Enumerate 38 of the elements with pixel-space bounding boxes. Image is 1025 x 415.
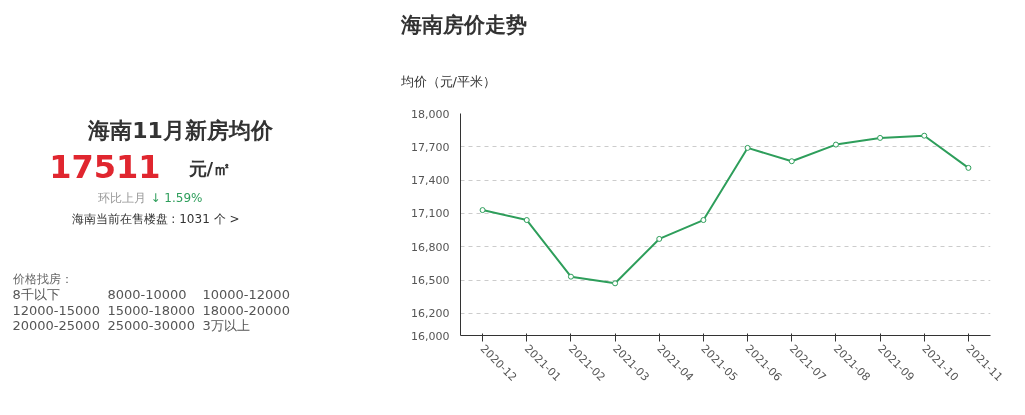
- y-tick-label: 16,000: [411, 329, 450, 343]
- point: [832, 141, 839, 148]
- y-tick-label: 16,200: [411, 307, 450, 321]
- point: [612, 280, 619, 287]
- y-tick-label: 16,800: [411, 240, 450, 254]
- text: 17511: [49, 147, 161, 186]
- point: [567, 273, 574, 280]
- text: 25000-30000: [107, 318, 195, 334]
- y-tick-label: 17,100: [411, 207, 450, 221]
- text: 8千以下: [12, 286, 60, 302]
- text: 20000-25000: [12, 318, 100, 334]
- point: [744, 144, 751, 151]
- point: [700, 217, 707, 224]
- text: 12000-15000: [12, 302, 100, 318]
- y-axis-title: 均价（元/平米）: [399, 73, 496, 89]
- point: [656, 235, 663, 242]
- point: [921, 132, 928, 139]
- point: [965, 164, 972, 171]
- text: 3万以上: [202, 318, 250, 334]
- text: 10000-12000: [202, 286, 290, 302]
- text: 18000-20000: [202, 302, 290, 318]
- point: [523, 217, 530, 224]
- text: 价格找房：: [11, 271, 73, 286]
- text: 8000-10000: [107, 286, 187, 302]
- point: [877, 134, 884, 141]
- chart-title: 海南房价走势: [399, 12, 527, 37]
- point: [479, 207, 486, 214]
- text: 15000-18000: [107, 302, 195, 318]
- point: [788, 158, 795, 165]
- text: ↓ 1.59%: [150, 190, 203, 205]
- text: 海南11月新房均价: [87, 118, 274, 144]
- y-tick-label: 17,400: [411, 174, 450, 188]
- text: 环比上月: [97, 190, 146, 205]
- text: 元/㎡: [187, 158, 232, 180]
- text: 海南当前在售楼盘 : 1031 个 >: [71, 212, 240, 227]
- y-tick-label: 18,000: [411, 107, 450, 121]
- y-tick-label: 16,500: [411, 274, 450, 287]
- y-tick-label: 17,700: [411, 140, 450, 154]
